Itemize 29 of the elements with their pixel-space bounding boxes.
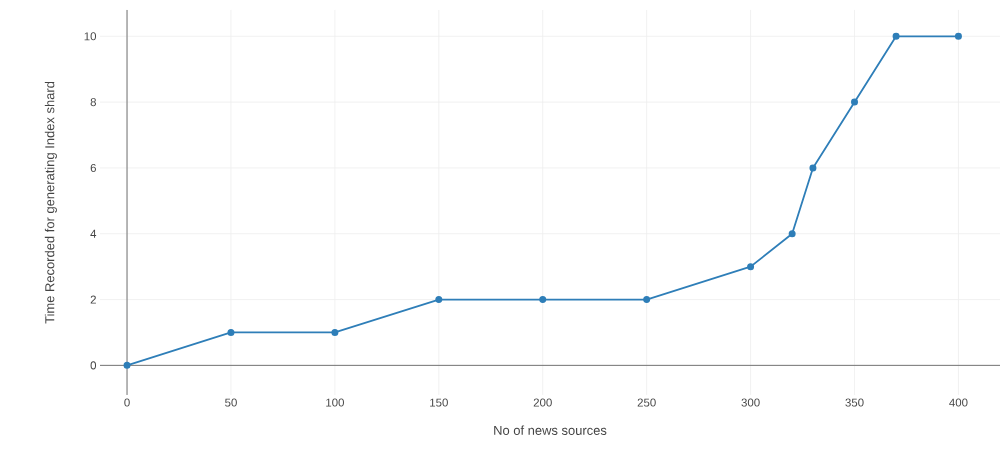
point xyxy=(539,296,547,304)
y-tick-label: 6 xyxy=(90,163,96,172)
y-tick-label: 0 xyxy=(90,361,97,370)
x-tick-label: 300 xyxy=(741,398,760,407)
x-tick-label: 200 xyxy=(533,398,552,407)
point xyxy=(809,164,817,172)
x-tick-label: 0 xyxy=(124,398,130,407)
point xyxy=(227,328,235,336)
point xyxy=(954,32,962,40)
y-axis-title: Time Recorded for generating Index shard xyxy=(44,81,57,324)
point xyxy=(643,296,651,304)
y-tick-label: 8 xyxy=(90,98,96,107)
point xyxy=(331,328,339,336)
x-tick-label: 250 xyxy=(637,398,656,407)
point xyxy=(851,98,859,106)
x-axis-title: No of news sources xyxy=(494,425,607,435)
x-tick-label: 400 xyxy=(949,398,968,407)
point xyxy=(892,32,900,40)
point xyxy=(788,230,796,238)
x-tick-label: 150 xyxy=(430,398,448,407)
y-tick-label: 10 xyxy=(84,32,97,41)
x-tick-label: 350 xyxy=(845,398,864,407)
x-tick-label: 100 xyxy=(326,398,344,407)
point xyxy=(123,361,131,369)
point xyxy=(747,263,755,271)
point xyxy=(435,296,443,304)
y-tick-label: 4 xyxy=(90,229,97,238)
y-tick-label: 2 xyxy=(90,295,96,304)
x-tick-label: 50 xyxy=(225,398,237,407)
